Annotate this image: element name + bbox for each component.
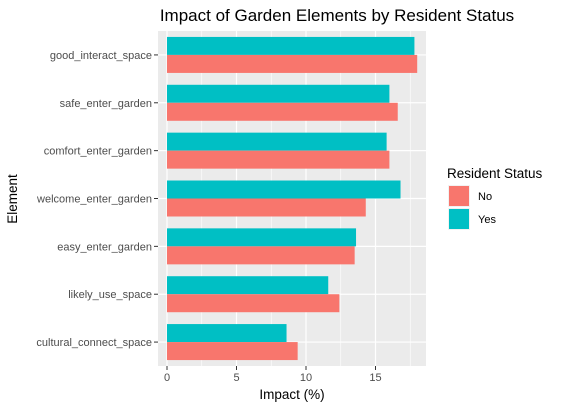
legend-label-yes: Yes: [478, 214, 496, 226]
y-tick-label: likely_use_space: [68, 289, 152, 301]
bar-no-safe_enter_garden: [167, 102, 398, 121]
legend-title: Resident Status: [447, 166, 543, 181]
y-axis: good_interact_space safe_enter_gardencomf…: [36, 50, 158, 349]
bar-yes-comfort_enter_garden: [167, 132, 387, 151]
x-tick-label: 5: [233, 372, 239, 384]
bar-no-likely_use_space: [167, 294, 340, 313]
bar-yes-cultural_connect_space: [167, 324, 287, 343]
bar-no-easy_enter_garden: [167, 246, 355, 265]
y-tick-label: welcome_enter_garden: [36, 194, 152, 206]
legend: Resident Status No Yes: [447, 166, 543, 230]
x-axis: 0 5 10 15: [164, 366, 382, 384]
y-tick-label: good_interact_space: [50, 50, 152, 62]
bars: [167, 36, 418, 361]
x-tick-label: 10: [300, 372, 312, 384]
bar-yes-welcome_enter_garden: [167, 180, 401, 199]
legend-label-no: No: [478, 191, 492, 203]
y-tick-label: safe_enter_garden: [60, 98, 152, 110]
bar-no-comfort_enter_garden: [167, 150, 390, 169]
y-tick-label: cultural_connect_space: [36, 337, 152, 349]
bar-no-welcome_enter_garden: [167, 198, 366, 217]
bar-yes-likely_use_space: [167, 276, 329, 295]
bar-yes-easy_enter_garden: [167, 228, 357, 247]
bar-no-good_interact_space: [167, 54, 418, 73]
bar-no-cultural_connect_space: [167, 342, 298, 361]
bar-yes-safe_enter_garden: [167, 84, 390, 103]
bar-yes-good_interact_space: [167, 36, 415, 55]
y-tick-label: comfort_enter_garden: [44, 146, 152, 158]
y-axis-title: Element: [5, 174, 20, 224]
y-tick-label: easy_enter_garden: [57, 241, 152, 253]
x-tick-label: 0: [164, 372, 170, 384]
x-axis-title: Impact (%): [259, 387, 324, 402]
legend-swatch-yes: [449, 209, 469, 229]
legend-swatch-no: [449, 186, 469, 206]
chart-title: Impact of Garden Elements by Resident St…: [160, 6, 514, 25]
x-tick-label: 15: [369, 372, 381, 384]
